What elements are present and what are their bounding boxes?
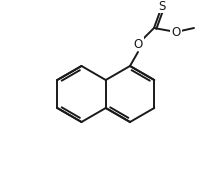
Text: O: O (171, 25, 181, 38)
Text: S: S (158, 0, 166, 12)
Text: O: O (133, 37, 143, 50)
